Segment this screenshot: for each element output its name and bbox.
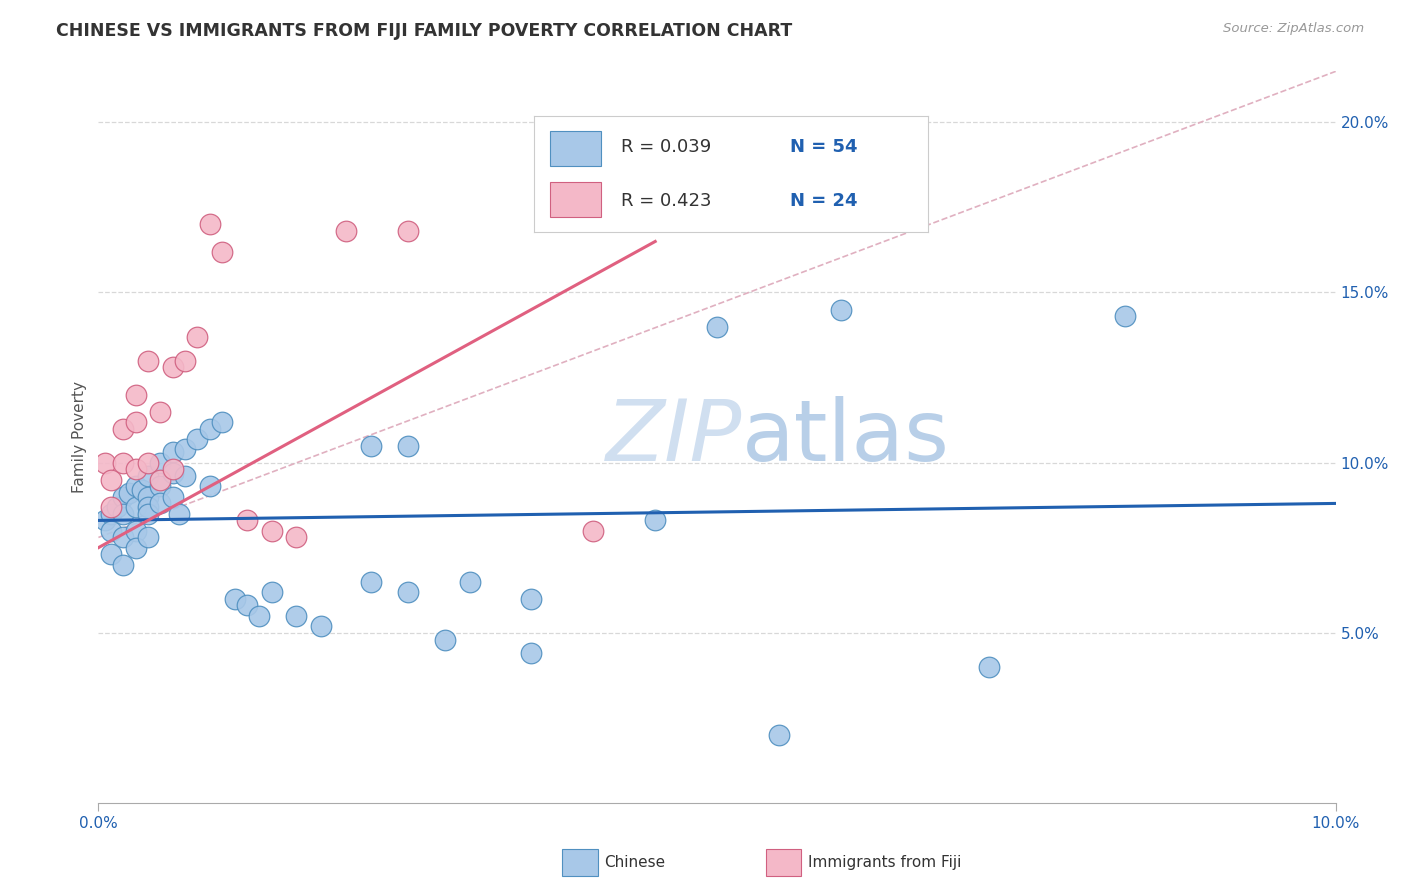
Point (174, 469, 197, 483)
Point (236, 513, 259, 527)
Point (162, 490, 184, 504)
Point (260, 585, 283, 599)
Point (136, 490, 159, 504)
Point (136, 531, 159, 545)
Text: R = 0.039: R = 0.039 (621, 138, 711, 156)
Point (100, 473, 122, 487)
Text: atlas: atlas (742, 395, 950, 479)
Point (149, 496, 172, 510)
Point (396, 224, 419, 238)
Point (149, 456, 172, 470)
Point (112, 507, 135, 521)
Point (520, 591, 543, 606)
Point (124, 462, 146, 476)
Point (260, 524, 283, 538)
Point (167, 507, 190, 521)
Point (149, 473, 172, 487)
FancyBboxPatch shape (550, 182, 602, 217)
Point (112, 421, 135, 435)
Text: N = 24: N = 24 (790, 192, 858, 210)
Point (433, 632, 456, 647)
Point (360, 439, 382, 453)
Point (396, 585, 419, 599)
Point (186, 329, 208, 343)
Text: CHINESE VS IMMIGRANTS FROM FIJI FAMILY POVERTY CORRELATION CHART: CHINESE VS IMMIGRANTS FROM FIJI FAMILY P… (56, 22, 793, 40)
Point (309, 619, 332, 633)
Point (100, 507, 122, 521)
Point (162, 462, 184, 476)
Point (582, 524, 605, 538)
Point (149, 479, 172, 493)
Point (93, 513, 115, 527)
Point (136, 507, 159, 521)
Text: Chinese: Chinese (605, 855, 665, 870)
Point (247, 608, 270, 623)
Point (112, 558, 135, 572)
Point (644, 513, 666, 527)
Point (285, 531, 308, 545)
Point (198, 479, 221, 493)
Point (124, 500, 146, 514)
Text: N = 54: N = 54 (790, 138, 858, 156)
Point (162, 466, 184, 480)
Point (136, 456, 159, 470)
Point (136, 469, 159, 483)
Point (100, 500, 122, 514)
Point (174, 353, 197, 368)
Point (768, 728, 790, 742)
Point (186, 432, 208, 446)
Point (224, 591, 246, 606)
Point (458, 574, 481, 589)
Text: Source: ZipAtlas.com: Source: ZipAtlas.com (1223, 22, 1364, 36)
Point (131, 483, 153, 497)
Point (149, 404, 172, 418)
Point (105, 500, 128, 514)
Point (124, 479, 146, 493)
Point (285, 608, 308, 623)
Point (830, 302, 852, 317)
Point (100, 548, 122, 562)
Point (112, 490, 135, 504)
Point (124, 524, 146, 538)
Point (136, 500, 159, 514)
Text: ZIP: ZIP (606, 395, 742, 479)
Point (360, 574, 382, 589)
Point (136, 353, 159, 368)
Point (520, 646, 543, 660)
Point (93, 456, 115, 470)
Point (112, 531, 135, 545)
Point (100, 524, 122, 538)
Point (198, 421, 221, 435)
Point (198, 218, 221, 232)
Text: Immigrants from Fiji: Immigrants from Fiji (808, 855, 962, 870)
Point (396, 439, 419, 453)
Point (335, 224, 357, 238)
Point (112, 456, 135, 470)
Point (582, 183, 605, 197)
Point (118, 486, 141, 500)
Point (162, 445, 184, 459)
Point (124, 541, 146, 555)
Point (1114, 310, 1136, 324)
Point (706, 319, 728, 334)
Point (124, 387, 146, 401)
Y-axis label: Family Poverty: Family Poverty (72, 381, 87, 493)
Point (211, 244, 233, 259)
Point (211, 415, 233, 429)
FancyBboxPatch shape (550, 131, 602, 166)
Point (174, 442, 197, 456)
Text: R = 0.423: R = 0.423 (621, 192, 711, 210)
Point (979, 659, 1001, 673)
Point (236, 599, 259, 613)
Point (124, 415, 146, 429)
Point (162, 360, 184, 375)
